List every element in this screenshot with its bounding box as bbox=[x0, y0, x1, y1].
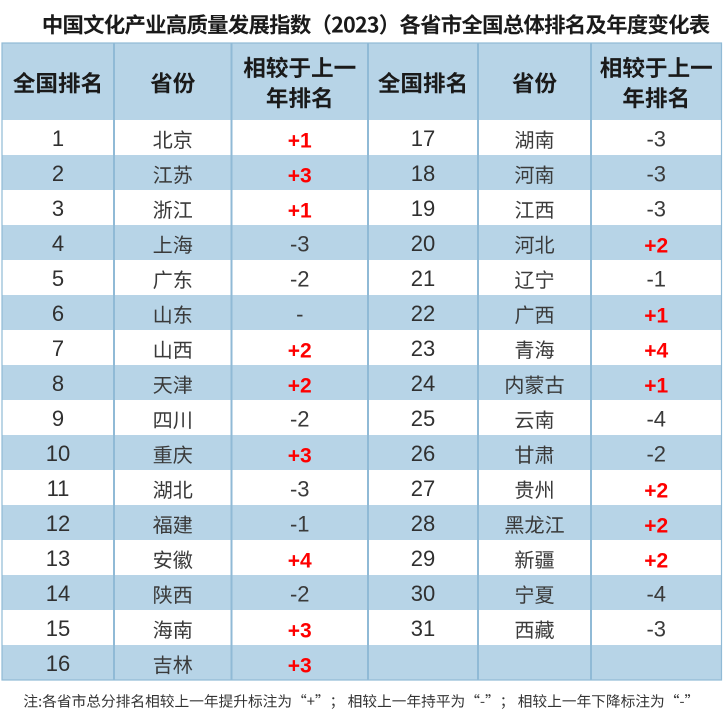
svg-text:+2: +2 bbox=[288, 374, 312, 397]
svg-text:-3: -3 bbox=[646, 197, 666, 222]
svg-text:1: 1 bbox=[52, 126, 64, 151]
svg-text:-4: -4 bbox=[646, 407, 666, 432]
svg-text:-3: -3 bbox=[646, 127, 666, 152]
svg-text:-4: -4 bbox=[646, 582, 666, 607]
svg-text:-1: -1 bbox=[646, 267, 666, 292]
svg-text:-2: -2 bbox=[290, 582, 310, 607]
svg-text:6: 6 bbox=[52, 301, 64, 326]
svg-text:28: 28 bbox=[411, 511, 435, 536]
svg-text:18: 18 bbox=[411, 161, 435, 186]
svg-text:+3: +3 bbox=[288, 444, 312, 467]
svg-text:23: 23 bbox=[411, 336, 435, 361]
svg-text:30: 30 bbox=[411, 581, 435, 606]
svg-text:10: 10 bbox=[46, 441, 70, 466]
svg-text:+1: +1 bbox=[288, 199, 312, 222]
svg-text:4: 4 bbox=[52, 231, 64, 256]
svg-text:-2: -2 bbox=[290, 267, 310, 292]
svg-text:+3: +3 bbox=[288, 164, 312, 187]
svg-text:+4: +4 bbox=[288, 549, 312, 572]
svg-text:2: 2 bbox=[52, 161, 64, 186]
svg-text:29: 29 bbox=[411, 546, 435, 571]
svg-text:-1: -1 bbox=[290, 512, 310, 537]
svg-text:+2: +2 bbox=[644, 479, 668, 502]
svg-text:8: 8 bbox=[52, 371, 64, 396]
svg-text:+2: +2 bbox=[644, 234, 668, 257]
svg-text:-3: -3 bbox=[646, 162, 666, 187]
svg-text:9: 9 bbox=[52, 406, 64, 431]
svg-text:+4: +4 bbox=[644, 339, 668, 362]
svg-text:-3: -3 bbox=[290, 232, 310, 257]
svg-text:13: 13 bbox=[46, 546, 70, 571]
svg-text:-3: -3 bbox=[290, 477, 310, 502]
svg-text:7: 7 bbox=[52, 336, 64, 361]
svg-text:31: 31 bbox=[411, 616, 435, 641]
svg-text:19: 19 bbox=[411, 196, 435, 221]
svg-text:-: - bbox=[296, 302, 303, 327]
svg-text:-2: -2 bbox=[290, 407, 310, 432]
svg-text:27: 27 bbox=[411, 476, 435, 501]
svg-text:-2: -2 bbox=[646, 442, 666, 467]
svg-text:+3: +3 bbox=[288, 654, 312, 677]
svg-text:21: 21 bbox=[411, 266, 435, 291]
svg-text:3: 3 bbox=[52, 196, 64, 221]
svg-text:17: 17 bbox=[411, 126, 435, 151]
svg-text:+2: +2 bbox=[644, 514, 668, 537]
svg-text:-3: -3 bbox=[646, 617, 666, 642]
svg-text:16: 16 bbox=[46, 651, 70, 676]
svg-text:+3: +3 bbox=[288, 619, 312, 642]
svg-text:22: 22 bbox=[411, 301, 435, 326]
svg-text:25: 25 bbox=[411, 406, 435, 431]
svg-text:5: 5 bbox=[52, 266, 64, 291]
svg-text:15: 15 bbox=[46, 616, 70, 641]
svg-text:+1: +1 bbox=[644, 304, 668, 327]
svg-text:+2: +2 bbox=[644, 549, 668, 572]
svg-text:14: 14 bbox=[46, 581, 70, 606]
svg-text:12: 12 bbox=[46, 511, 70, 536]
svg-text:+1: +1 bbox=[644, 374, 668, 397]
svg-text:24: 24 bbox=[411, 371, 435, 396]
svg-text:+2: +2 bbox=[288, 339, 312, 362]
svg-text:26: 26 bbox=[411, 441, 435, 466]
svg-text:11: 11 bbox=[47, 476, 70, 501]
svg-text:+1: +1 bbox=[288, 129, 312, 152]
svg-text:20: 20 bbox=[411, 231, 435, 256]
